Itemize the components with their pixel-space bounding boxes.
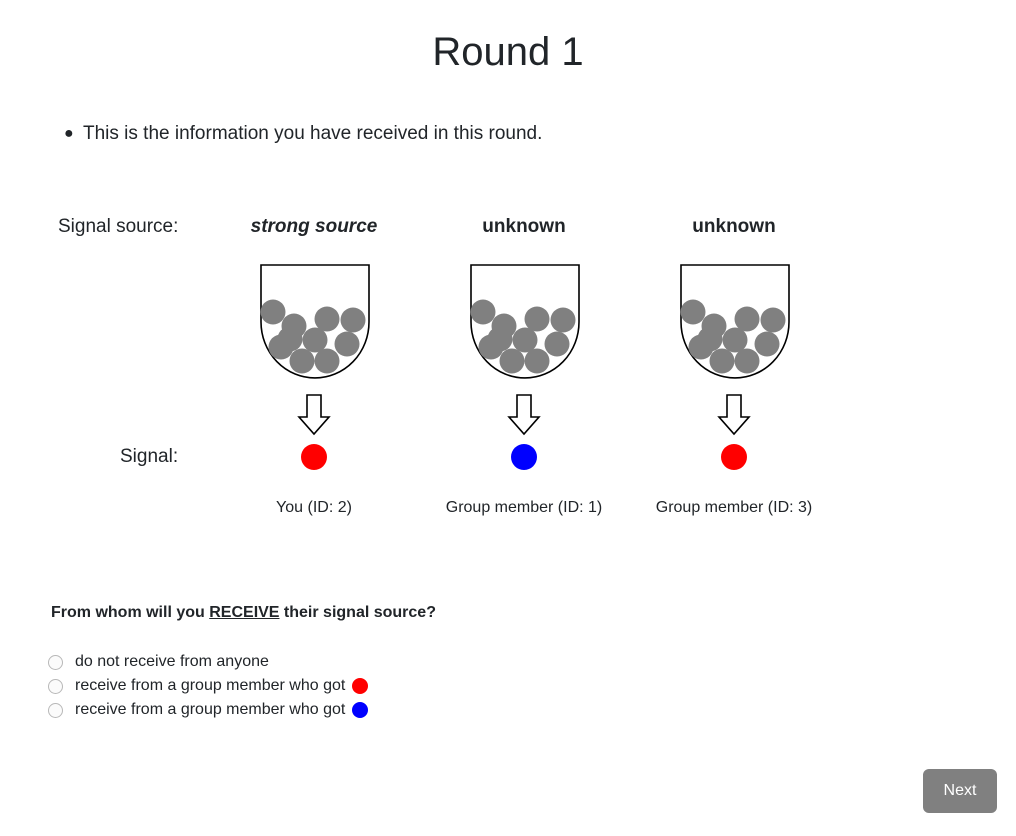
signal-dot [511,444,537,470]
signal-dot [301,444,327,470]
question-emphasis: RECEIVE [209,604,280,621]
urn-ball [734,306,760,332]
next-button[interactable]: Next [923,769,997,813]
option-label: receive from a group member who got [75,677,346,694]
urn-ball [524,306,550,332]
page-title: Round 1 [432,30,584,74]
urn-icon [680,264,790,379]
signal-source-name: strong source [250,216,378,237]
urn-ball [314,348,340,374]
red-dot-icon [352,678,369,694]
urn-ball [289,348,315,374]
receive-question: From whom will you RECEIVE their signal … [51,603,436,623]
radio-button[interactable] [48,654,63,670]
urn-ball [277,326,303,352]
radio-button[interactable] [48,702,63,718]
participant-label: Group member (ID: 1) [445,499,603,516]
option-receive-red[interactable]: receive from a group member who got [48,674,369,698]
urn-ball [524,348,550,374]
urn-ball [709,348,735,374]
signal-column-member-1: unknown Group member (ID: 1) [404,212,644,522]
urn-ball [470,299,496,325]
radio-button[interactable] [48,678,63,694]
urn-ball [544,331,570,357]
urn-ball [512,327,538,353]
signal-source-name: unknown [692,216,776,237]
signal-column-member-3: unknown Group member (ID: 3) [614,212,854,522]
down-arrow-icon [507,394,541,436]
option-receive-none[interactable]: do not receive from anyone [48,650,368,674]
signal-source-label: Signal source: [58,216,179,237]
urn-ball [734,348,760,374]
urn-ball [340,307,366,333]
signal-column-you: strong source You (ID: 2) [194,212,434,522]
signal-source-name: unknown [482,216,566,237]
blue-dot-icon [352,702,369,718]
option-label: do not receive from anyone [75,653,269,670]
bullet-icon: ● [64,125,74,142]
signal-label: Signal: [120,446,179,467]
down-arrow-icon [297,394,331,436]
urn-ball [550,307,576,333]
urn-ball [680,299,706,325]
participant-label: Group member (ID: 3) [655,499,813,516]
urn-ball [760,307,786,333]
option-receive-blue[interactable]: receive from a group member who got [48,698,369,722]
option-label: receive from a group member who got [75,701,346,718]
urn-icon [260,264,370,379]
question-suffix: their signal source? [279,604,436,621]
down-arrow-icon [717,394,751,436]
intro-line: ● This is the information you have receiv… [64,121,542,147]
urn-ball [334,331,360,357]
urn-ball [499,348,525,374]
question-prefix: From whom will you [51,604,210,621]
urn-ball [697,326,723,352]
urn-ball [260,299,286,325]
urn-ball [754,331,780,357]
signal-dot [721,444,747,470]
urn-icon [470,264,580,379]
intro-text: This is the information you have receive… [83,123,543,144]
receive-options: do not receive from anyone receive from … [48,650,369,722]
urn-ball [302,327,328,353]
urn-ball [487,326,513,352]
urn-ball [722,327,748,353]
participant-label: You (ID: 2) [276,499,352,516]
urn-ball [314,306,340,332]
